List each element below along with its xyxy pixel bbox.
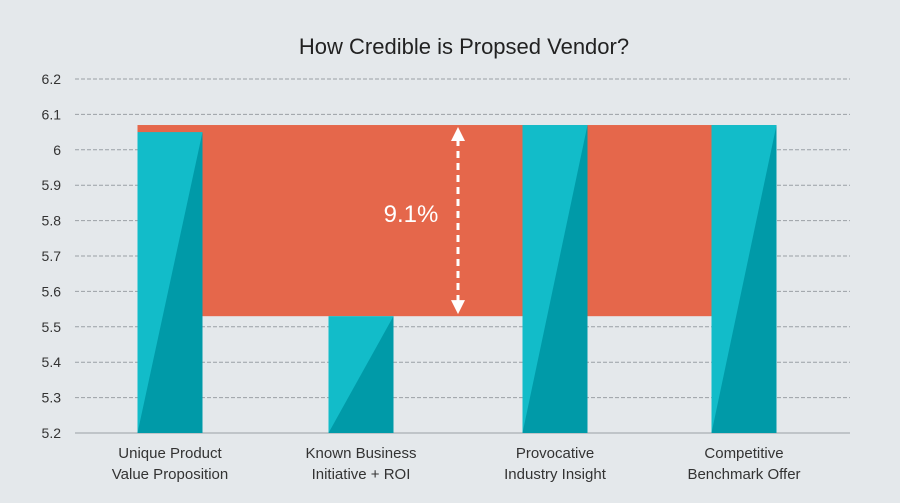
x-tick-label: Known Business Initiative + ROI [306, 445, 417, 483]
x-tick-label: Provocative Industry Insight [504, 445, 607, 483]
y-tick-label: 6 [53, 142, 61, 158]
x-axis-labels: Unique Product Value Proposition Known Bus… [112, 445, 801, 483]
bar-shade [522, 125, 588, 434]
y-tick-label: 5.9 [42, 177, 62, 193]
y-tick-label: 6.2 [42, 71, 62, 87]
bar-shade [328, 316, 394, 433]
y-tick-label: 5.6 [42, 283, 62, 299]
gap-arrow: 9.1% [384, 127, 465, 315]
x-tick-label-line: Initiative + ROI [312, 466, 411, 483]
bar-shade [711, 125, 777, 434]
y-tick-label: 5.3 [42, 390, 62, 406]
bar-shade [137, 132, 203, 433]
y-axis-ticks: 5.2 5.3 5.4 5.5 5.6 5.7 5.8 5.9 6 6.1 6.2 [42, 71, 62, 441]
gap-arrow-head-down [451, 300, 465, 315]
chart-title: How Credible is Propsed Vendor? [299, 34, 629, 59]
y-tick-label: 5.8 [42, 213, 62, 229]
y-tick-label: 5.4 [42, 354, 62, 370]
x-tick-label-line: Value Proposition [112, 466, 228, 483]
gap-annotation: 9.1% [384, 201, 439, 228]
y-tick-label: 5.7 [42, 248, 62, 264]
bar [137, 132, 203, 433]
gap-arrow-head-up [451, 127, 465, 142]
x-tick-label-line: Industry Insight [504, 466, 607, 483]
y-tick-label: 6.1 [42, 106, 62, 122]
y-tick-label: 5.2 [42, 425, 62, 441]
x-tick-label-line: Benchmark Offer [687, 466, 800, 483]
bars [137, 125, 777, 434]
x-tick-label: Unique Product Value Proposition [112, 445, 228, 483]
x-tick-label: Competitive Benchmark Offer [687, 445, 800, 483]
x-tick-label-line: Provocative [516, 445, 594, 462]
bar [711, 125, 777, 434]
x-tick-label-line: Unique Product [118, 445, 222, 462]
y-tick-label: 5.5 [42, 319, 62, 335]
x-tick-label-line: Competitive [704, 445, 783, 462]
bar [522, 125, 588, 434]
bar [328, 316, 394, 433]
x-tick-label-line: Known Business [306, 445, 417, 462]
